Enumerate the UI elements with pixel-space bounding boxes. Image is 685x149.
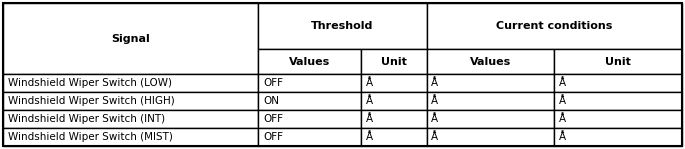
Bar: [554, 110, 682, 128]
Text: Unit: Unit: [605, 57, 631, 67]
Text: Windshield Wiper Switch (HIGH): Windshield Wiper Switch (HIGH): [8, 96, 175, 106]
Bar: [427, 74, 554, 92]
Bar: [427, 49, 554, 74]
Text: Â̂: Â̂: [432, 78, 438, 89]
Text: Current conditions: Current conditions: [496, 21, 612, 31]
Text: Â̂: Â̂: [432, 114, 438, 124]
Bar: [554, 74, 682, 92]
Text: Â̂: Â̂: [559, 132, 566, 142]
Bar: [554, 128, 682, 146]
Text: Â̂: Â̂: [366, 132, 373, 142]
Text: Windshield Wiper Switch (INT): Windshield Wiper Switch (INT): [8, 114, 165, 124]
Bar: [3, 74, 258, 92]
Bar: [427, 110, 554, 128]
Text: Â̂: Â̂: [559, 96, 566, 106]
Bar: [258, 3, 427, 49]
Text: Â̂: Â̂: [559, 78, 566, 89]
Bar: [361, 110, 427, 128]
Bar: [258, 92, 361, 110]
Bar: [258, 128, 361, 146]
Bar: [554, 49, 682, 74]
Bar: [427, 92, 554, 110]
Bar: [361, 49, 427, 74]
Text: Signal: Signal: [112, 34, 150, 44]
Text: Values: Values: [289, 57, 330, 67]
Bar: [427, 3, 682, 49]
Text: Â̂: Â̂: [432, 132, 438, 142]
Text: Â̂: Â̂: [366, 96, 373, 106]
Text: Windshield Wiper Switch (MIST): Windshield Wiper Switch (MIST): [8, 132, 173, 142]
Bar: [258, 110, 361, 128]
Text: Threshold: Threshold: [311, 21, 374, 31]
Bar: [3, 128, 258, 146]
Bar: [361, 92, 427, 110]
Text: OFF: OFF: [263, 114, 283, 124]
Text: Â̂: Â̂: [366, 78, 373, 89]
Text: Â̂: Â̂: [559, 114, 566, 124]
Bar: [258, 49, 361, 74]
Bar: [361, 74, 427, 92]
Bar: [3, 3, 258, 74]
Bar: [258, 74, 361, 92]
Text: Windshield Wiper Switch (LOW): Windshield Wiper Switch (LOW): [8, 78, 172, 89]
Bar: [361, 128, 427, 146]
Text: OFF: OFF: [263, 78, 283, 89]
Text: Unit: Unit: [381, 57, 407, 67]
Bar: [3, 92, 258, 110]
Text: Values: Values: [470, 57, 511, 67]
Bar: [3, 110, 258, 128]
Text: ON: ON: [263, 96, 279, 106]
Bar: [427, 128, 554, 146]
Text: Â̂: Â̂: [432, 96, 438, 106]
Text: OFF: OFF: [263, 132, 283, 142]
Bar: [554, 92, 682, 110]
Text: Â̂: Â̂: [366, 114, 373, 124]
